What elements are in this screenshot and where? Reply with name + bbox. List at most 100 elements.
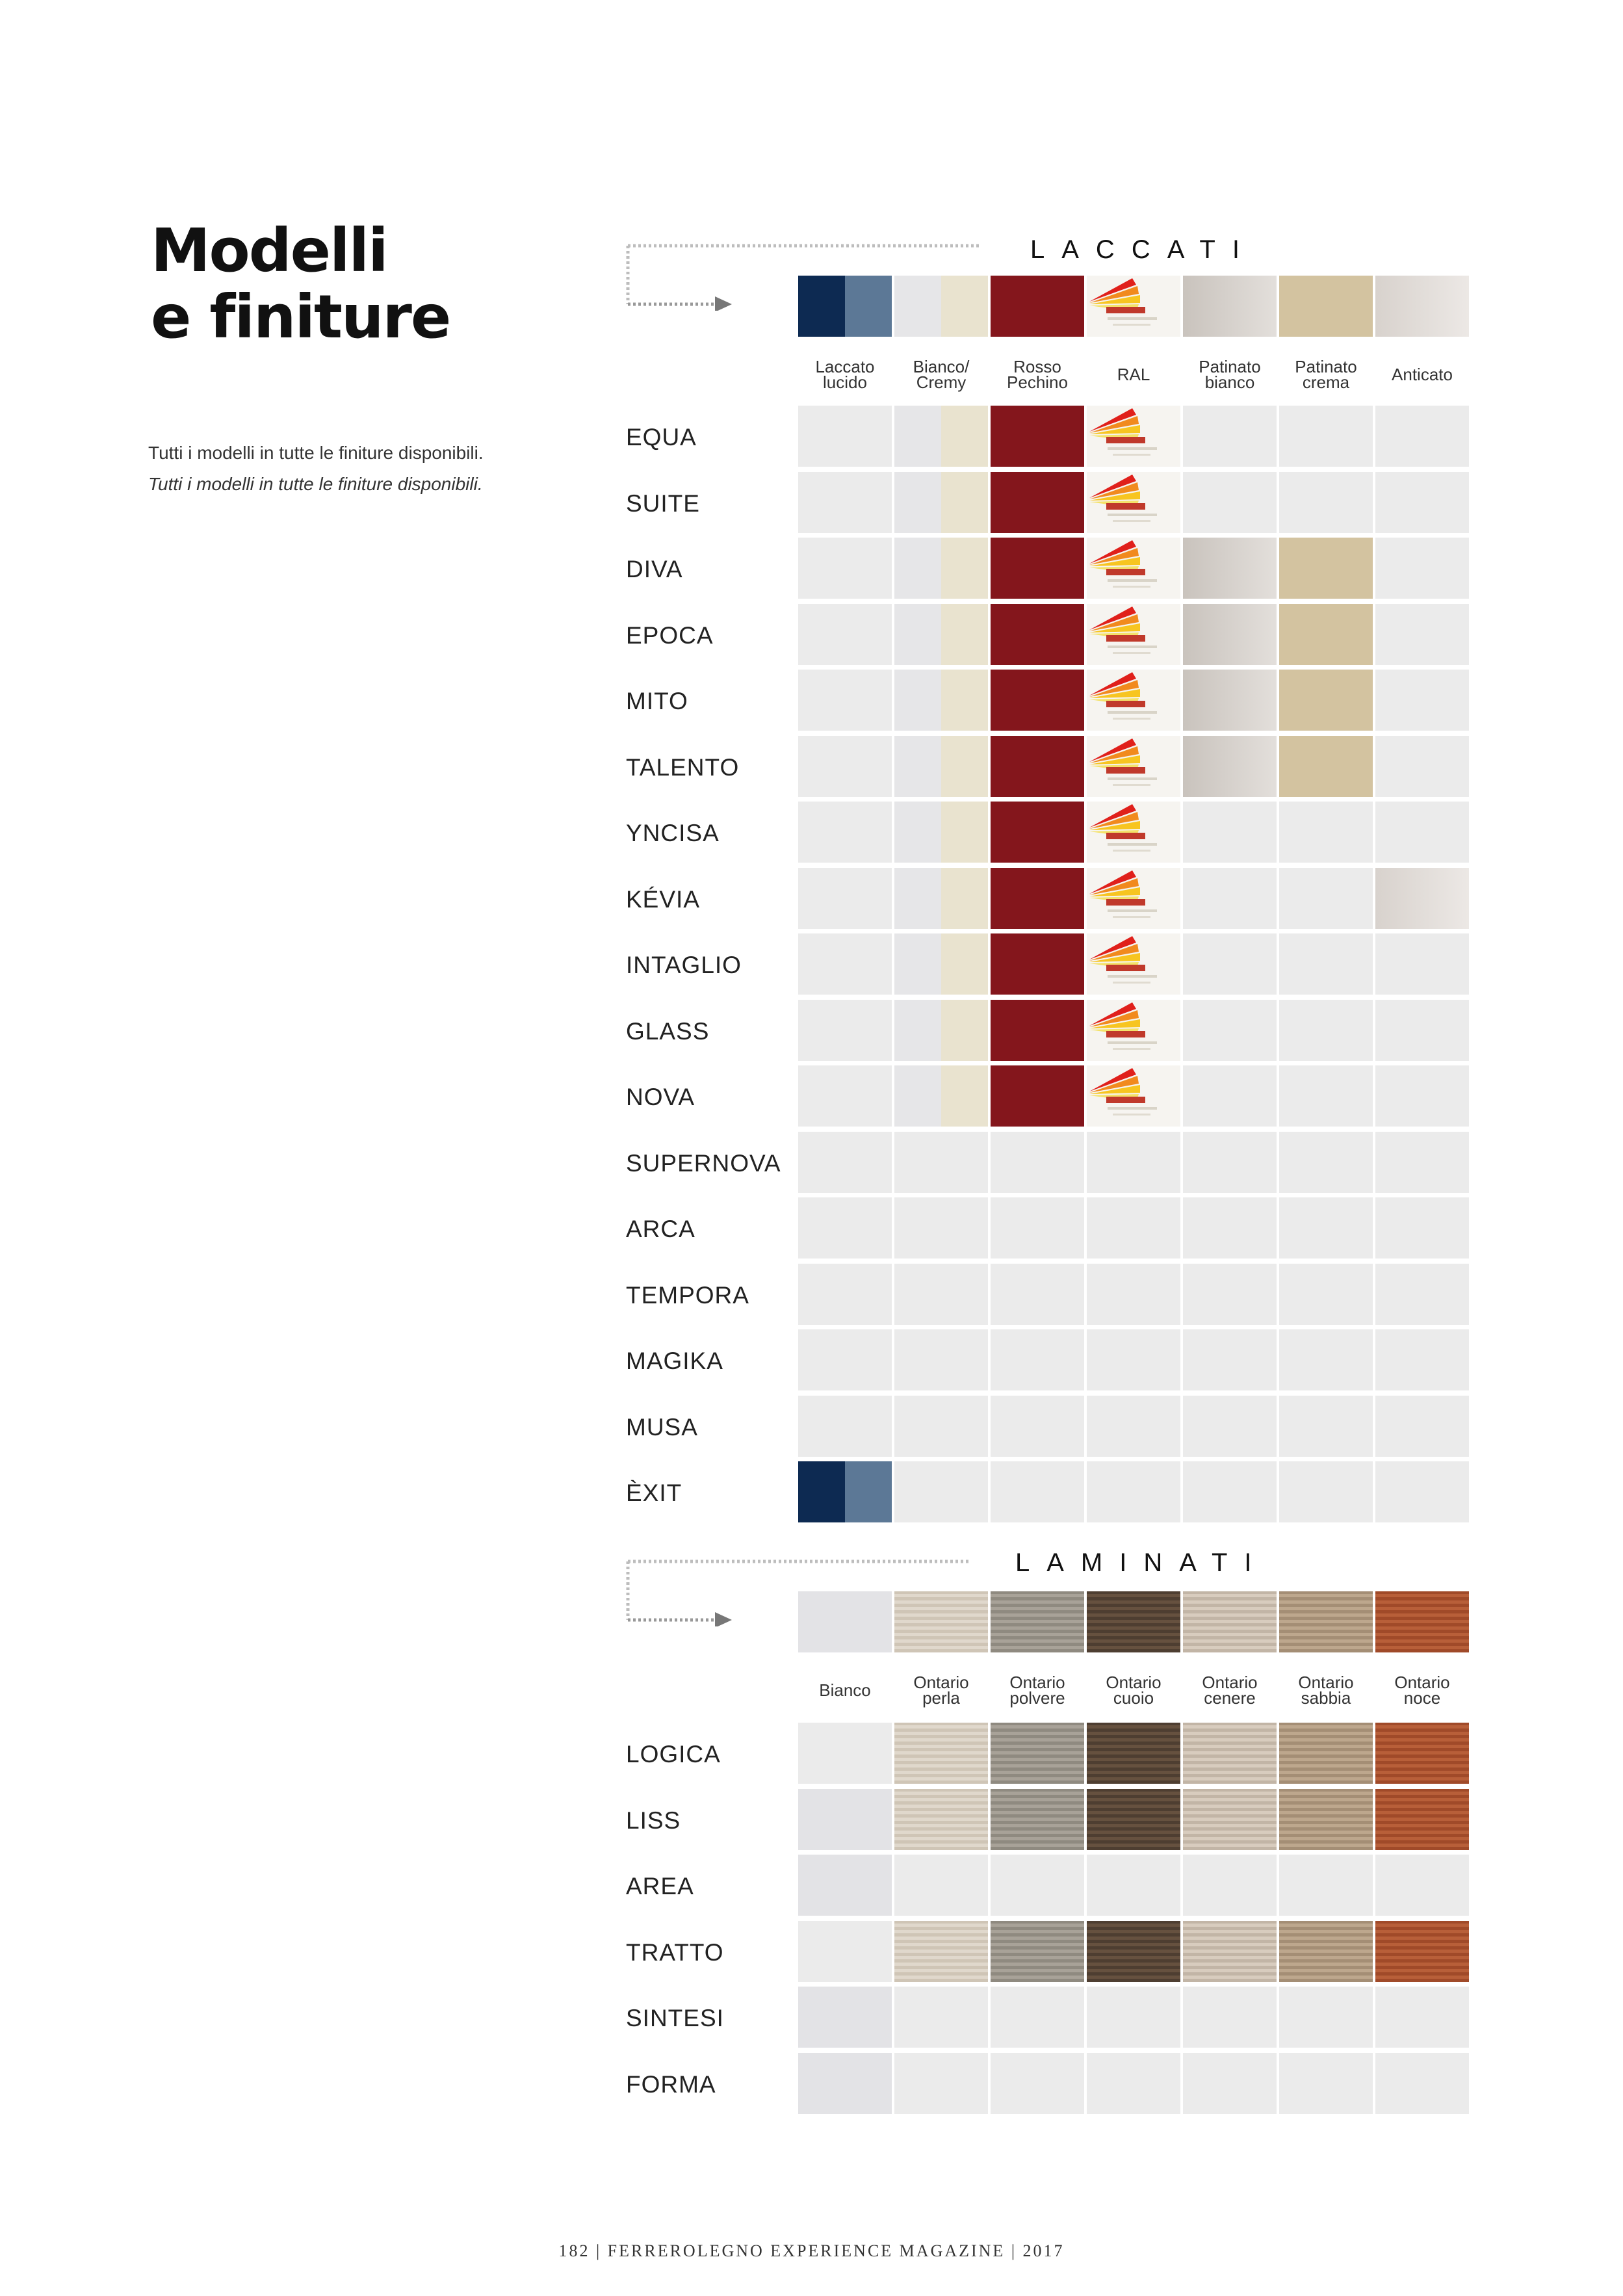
finish-cell-empty [991,1131,1084,1193]
finish-cell-empty [894,1131,988,1193]
finish-swatch-cream [894,735,988,797]
finish-cell-empty [798,999,892,1061]
finish-cell-empty [1183,999,1277,1061]
finish-swatch-ral [1087,802,1180,863]
intro-paragraph-italic: Tutti i modelli in tutte le finiture dis… [148,474,483,494]
finish-swatch-red [991,406,1084,467]
finish-swatch-polvere [991,1920,1084,1982]
finish-cell-empty [1183,1065,1277,1127]
finish-cell-empty [1183,933,1277,995]
finish-swatch-cuoio [1087,1920,1180,1982]
finish-swatch-ral [1087,538,1180,599]
column-label: Ontario noce [1394,1673,1450,1708]
finish-cell-empty [1183,406,1277,467]
finish-cell-empty [1087,1395,1180,1457]
column-label: Ontario perla [913,1673,969,1708]
laccati-header-swatch-pbianco [1183,276,1277,337]
finish-swatch-ral [1087,471,1180,533]
finish-swatch-polvere [991,1788,1084,1850]
finish-cell-empty [1375,1987,1469,2048]
finish-cell-empty [991,1855,1084,1916]
finish-swatch-red [991,999,1084,1061]
finish-swatch-red [991,802,1084,863]
finish-swatch-cuoio [1087,1788,1180,1850]
model-name: LISS [626,1807,681,1834]
finish-swatch-cream [894,406,988,467]
finish-swatch-cenere [1183,1920,1277,1982]
column-label: Laccato lucido [815,357,875,392]
finish-cell-empty [1183,1197,1277,1259]
finish-cell-empty [1279,1987,1373,2048]
column-label: Ontario cenere [1202,1673,1258,1708]
finish-cell-empty [1375,1461,1469,1522]
ral-fan-icon [1087,735,1180,797]
finish-cell-empty [1375,471,1469,533]
laminati-column-labels: Bianco Ontario perla Ontario polvere Ontari… [798,1672,1469,1708]
finish-cell-empty [1183,1395,1277,1457]
finish-cell-empty [1375,1395,1469,1457]
model-name: KÉVIA [626,885,700,913]
finish-swatch-antic [1375,867,1469,929]
finish-swatch-ral [1087,999,1180,1061]
model-name: DIVA [626,556,683,582]
finish-swatch-cream [894,802,988,863]
finish-swatch-red [991,867,1084,929]
ral-fan-icon [1087,406,1180,467]
column-label: Patinato bianco [1199,357,1261,392]
finish-swatch-pbianco [1183,670,1277,731]
intro-paragraph: Tutti i modelli in tutte le finiture dis… [148,443,484,463]
laminati-header-swatch-cuoio [1087,1591,1180,1652]
finish-swatch-ral [1087,1065,1180,1127]
finish-cell-empty [1279,1329,1373,1390]
ral-fan-icon [1087,1065,1180,1127]
finish-swatch-bianco [798,1987,892,2048]
finish-swatch-ral [1087,670,1180,731]
finish-cell-empty [798,1065,892,1127]
finish-cell-empty [1087,1329,1180,1390]
finish-cell-empty [1375,1197,1469,1259]
finish-cell-empty [1087,1855,1180,1916]
laminati-header-swatch-cenere [1183,1591,1277,1652]
column-label: Rosso Pechino [1007,357,1068,392]
laccati-header-swatch-red [991,276,1084,337]
finish-cell-empty [991,1329,1084,1390]
model-name: YNCISA [626,820,720,846]
finish-swatch-ral [1087,933,1180,995]
finish-cell-empty [1279,867,1373,929]
finish-cell-empty [798,1723,892,1784]
finish-cell-empty [1183,1131,1277,1193]
model-name: LOGICA [626,1741,721,1768]
ral-fan-icon [1087,603,1180,665]
column-label: Patinato crema [1295,357,1357,392]
finish-cell-empty [798,1395,892,1457]
finish-cell-empty [1375,1329,1469,1390]
model-name: MITO [626,688,688,714]
footer-separator: | [595,2241,608,2260]
finish-cell-empty [1375,802,1469,863]
laminati-header-swatch-bianco [798,1591,892,1652]
laccati-header-swatch-cream [894,276,988,337]
finish-swatch-cream [894,1065,988,1127]
finish-swatch-pbianco [1183,538,1277,599]
finish-cell-empty [894,1461,988,1522]
finish-cell-empty [1087,1197,1180,1259]
finish-swatch-cenere [1183,1723,1277,1784]
finish-cell-empty [894,1197,988,1259]
ral-fan-icon [1087,538,1180,599]
finish-swatch-red [991,670,1084,731]
finish-cell-empty [1279,802,1373,863]
model-name: MAGIKA [626,1348,723,1374]
model-name: INTAGLIO [626,952,742,978]
finish-cell-empty [798,802,892,863]
finish-cell-empty [1087,1131,1180,1193]
ral-fan-icon [1087,471,1180,533]
finish-swatch-noce [1375,1723,1469,1784]
page-footer: 182 | FERREROLEGNO EXPERIENCE MAGAZINE |… [0,2241,1623,2261]
finish-cell-empty [1375,2052,1469,2114]
finish-cell-empty [798,933,892,995]
finish-cell-empty [798,1329,892,1390]
finish-cell-empty [1375,406,1469,467]
finish-swatch-noce [1375,1920,1469,1982]
finish-swatch-cream [894,471,988,533]
finish-cell-empty [1279,1855,1373,1916]
